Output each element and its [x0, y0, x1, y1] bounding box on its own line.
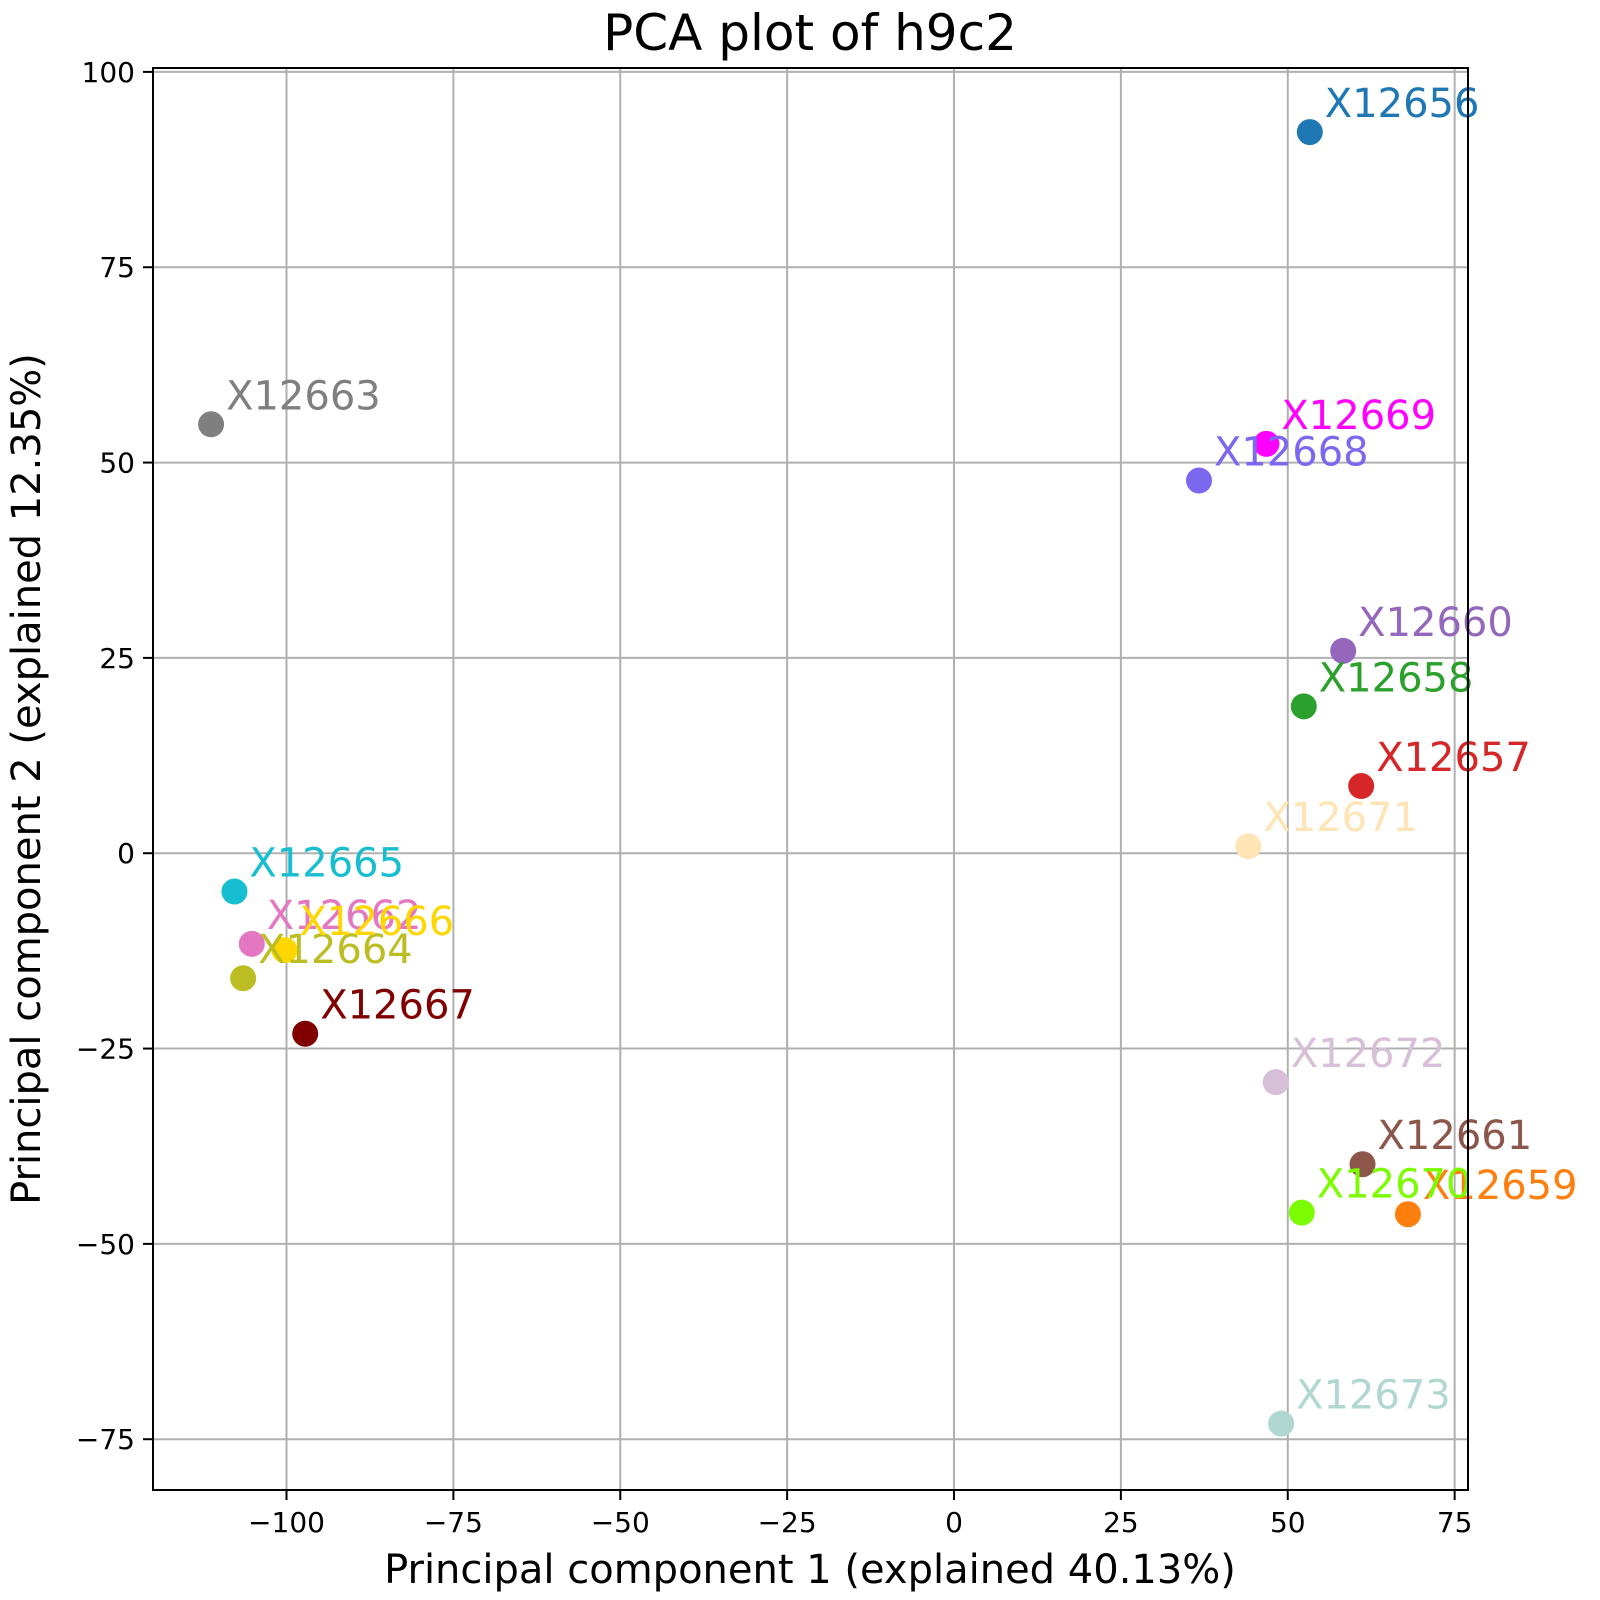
data-point-label: X12661 [1378, 1113, 1533, 1159]
y-tick-label: −50 [76, 1228, 135, 1261]
data-point [1185, 467, 1212, 494]
x-tick-label: 25 [1103, 1506, 1139, 1539]
data-point-label: X12666 [300, 899, 455, 945]
data-point [1296, 119, 1323, 146]
y-tick-label: −75 [76, 1423, 135, 1456]
data-point-label: X12669 [1281, 393, 1436, 439]
x-tick-label: −75 [424, 1506, 483, 1539]
data-point [238, 930, 265, 957]
data-point-label: X12665 [249, 841, 404, 887]
data-point [292, 1020, 319, 1047]
data-point-label: X12658 [1319, 655, 1474, 701]
data-point [1253, 430, 1280, 457]
data-point [1394, 1201, 1421, 1228]
y-axis-label: Principal component 2 (explained 12.35%) [4, 353, 50, 1205]
data-point [230, 965, 257, 992]
data-point [271, 937, 298, 964]
x-axis-label: Principal component 1 (explained 40.13%) [384, 1547, 1236, 1593]
y-tick-label: 0 [117, 837, 135, 870]
data-point-label: X12670 [1317, 1162, 1472, 1208]
x-tick-label: 0 [945, 1506, 963, 1539]
data-point-label: X12662 [267, 893, 422, 939]
data-point [1288, 1199, 1315, 1226]
data-point-label: X12671 [1263, 795, 1418, 841]
data-point-label: X12659 [1423, 1163, 1578, 1209]
data-point [1348, 773, 1375, 800]
data-point [221, 878, 248, 905]
x-tick-label: 75 [1437, 1506, 1473, 1539]
axis-ticks: −100 −75 −50 −25 0 25 50 75 −75 −50 −25 0 25 50 75 100 [76, 56, 1473, 1539]
y-tick-label: −25 [76, 1033, 135, 1066]
data-point-label: X12663 [226, 373, 381, 419]
x-tick-label: −25 [758, 1506, 817, 1539]
y-tick-label: 25 [99, 642, 135, 675]
data-points [198, 119, 1421, 1437]
y-tick-label: 100 [82, 56, 135, 89]
data-point [1262, 1069, 1289, 1096]
data-point-label: X12660 [1358, 600, 1513, 646]
data-point-label: X12667 [320, 983, 475, 1029]
data-point-label: X12657 [1376, 735, 1531, 781]
data-point-label: X12664 [258, 927, 413, 973]
data-point-labels: X12656X12657X12658X12659X12660X12661X126… [226, 81, 1578, 1419]
y-tick-label: 50 [99, 447, 135, 480]
data-point [1330, 637, 1357, 664]
x-tick-label: −100 [248, 1506, 325, 1539]
x-tick-label: 50 [1270, 1506, 1306, 1539]
data-point [1349, 1151, 1376, 1178]
data-point-label: X12672 [1291, 1031, 1446, 1077]
chart-title: PCA plot of h9c2 [603, 4, 1017, 62]
data-point [198, 411, 225, 438]
y-tick-label: 75 [99, 251, 135, 284]
data-point [1235, 833, 1262, 860]
data-point-label: X12656 [1325, 81, 1480, 127]
data-point [1290, 693, 1317, 720]
x-tick-label: −50 [591, 1506, 650, 1539]
grid [153, 68, 1468, 1490]
data-point-label: X12673 [1296, 1373, 1451, 1419]
data-point [1268, 1410, 1295, 1437]
data-point-label: X12668 [1214, 430, 1369, 476]
plot-frame [152, 67, 1469, 1491]
